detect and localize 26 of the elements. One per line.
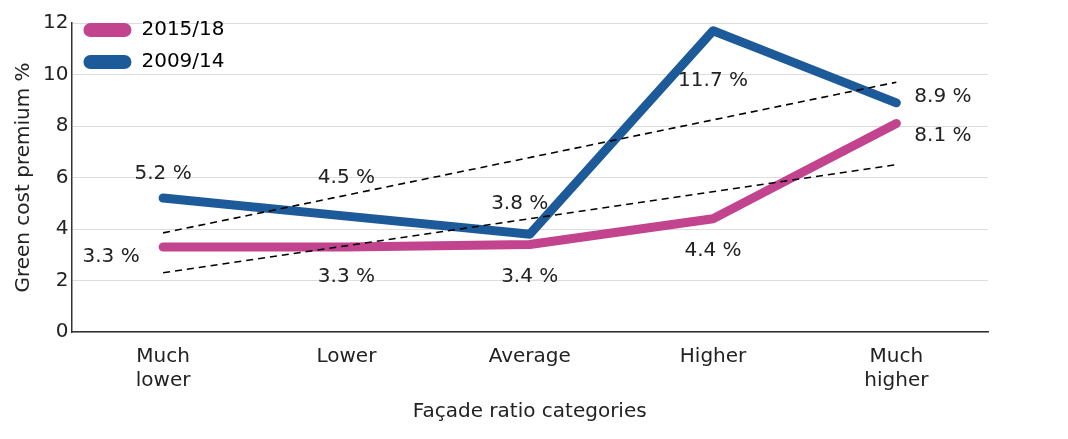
x-tick-label: Much lower xyxy=(135,343,192,392)
data-label: 11.7 % xyxy=(678,66,748,91)
y-tick-label: 0 xyxy=(55,318,69,343)
x-tick-label: Much higher xyxy=(864,343,930,392)
y-tick-label: 10 xyxy=(43,60,69,85)
data-label: 8.1 % xyxy=(914,121,972,146)
y-axis-title: Green cost premium % xyxy=(10,62,35,293)
x-tick-label: Lower xyxy=(316,343,378,368)
y-tick-label: 8 xyxy=(55,112,69,137)
data-label: 8.9 % xyxy=(914,83,972,108)
x-tick-label: Average xyxy=(488,343,571,368)
data-label: 3.3 % xyxy=(82,243,140,268)
legend-label: 2009/14 xyxy=(141,48,225,73)
y-tick-label: 12 xyxy=(43,9,69,34)
data-label: 3.8 % xyxy=(491,190,549,215)
data-label: 3.4 % xyxy=(501,262,559,287)
data-label: 4.4 % xyxy=(684,236,742,261)
y-tick-label: 6 xyxy=(55,163,69,188)
x-axis-title: Façade ratio categories xyxy=(412,398,647,423)
data-label: 3.3 % xyxy=(317,263,375,288)
y-tick-label: 4 xyxy=(55,215,69,240)
data-label: 5.2 % xyxy=(134,160,192,185)
legend-label: 2015/18 xyxy=(141,16,225,41)
x-tick-label: Higher xyxy=(679,343,748,368)
y-tick-label: 2 xyxy=(55,266,69,291)
data-label: 4.5 % xyxy=(317,164,375,189)
